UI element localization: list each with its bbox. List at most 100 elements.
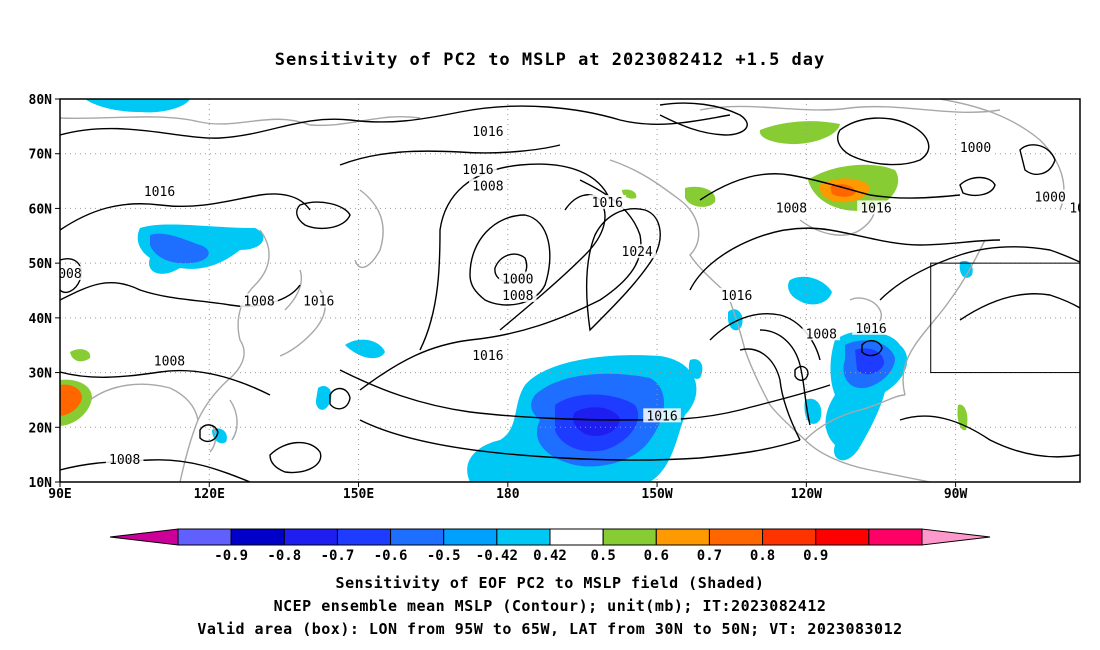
contour-taiwan-low: [199, 424, 219, 443]
colorbar-segment: [868, 528, 923, 546]
contour-label-bg: [717, 287, 756, 302]
lat-tick-label: 20N: [29, 421, 53, 436]
contour-canada-1000: [837, 117, 930, 166]
contour-label: 1016: [860, 201, 891, 216]
contour-north-1008: [339, 144, 561, 166]
coast-china-south: [89, 383, 199, 421]
coast-korea-japan: [279, 269, 326, 357]
latitude-labels: 80N 70N 60N 50N 40N 30N 20N 10N: [29, 93, 53, 491]
caption-shading: Sensitivity of EOF PC2 to MSLP field (Sh…: [335, 574, 765, 592]
colorbar-segment: [283, 528, 338, 546]
colorbar-segment: [390, 528, 445, 546]
coast-central-america: [804, 439, 931, 482]
shade-east-pacific-small: [688, 359, 703, 379]
contour-label-bg: [772, 200, 811, 215]
contour-label: 008: [58, 267, 81, 282]
lon-tick-label: 90W: [944, 487, 968, 502]
contour-label-bg: [498, 287, 537, 302]
contour-na-1016b: [759, 329, 811, 426]
lon-tick-label: 120E: [194, 487, 225, 502]
shade-central-pacific-deep: [573, 407, 620, 437]
colorbar-label: -0.7: [321, 548, 355, 564]
contour-label-bg: [852, 320, 890, 335]
contour-label-bg: [469, 178, 507, 193]
contour-label-bg: [498, 271, 537, 286]
contour-label: 1024: [622, 245, 653, 260]
contour-label: 1016: [592, 196, 623, 211]
lon-tick-label: 150E: [343, 487, 374, 502]
colorbar-label: 0.7: [697, 548, 722, 564]
colorbar: [109, 528, 991, 546]
lat-tick-label: 80N: [29, 93, 53, 108]
coast-na-north: [699, 105, 1001, 113]
contour-north-1016: [60, 105, 731, 139]
colorbar-label: -0.8: [267, 548, 301, 564]
contour-label: 1016: [144, 185, 175, 200]
coast-na-west: [727, 294, 806, 441]
lat-tick-label: 40N: [29, 312, 53, 327]
shade-hudson-deep: [830, 184, 856, 197]
axis-ticks: [55, 98, 957, 487]
contour-label-bg: [857, 200, 895, 215]
shade-kuril: [345, 339, 385, 359]
colorbar-label: 0.42: [533, 548, 567, 564]
contour-label-bg: [150, 353, 189, 368]
contour-asia-1008b: [60, 369, 271, 396]
contour-label-bg: [802, 326, 841, 341]
colorbar-segment: [443, 528, 498, 546]
contour-gulf-low: [861, 340, 883, 357]
valid-area-box: [930, 262, 1081, 374]
colorbar-label: 0.9: [803, 548, 828, 564]
contour-label-bg: [469, 123, 507, 138]
coast-alaska: [609, 159, 729, 296]
contour-label-bg: [1086, 293, 1100, 307]
colorbar-segment: [655, 528, 710, 546]
coast-asia-east: [179, 229, 270, 482]
contour-label: 1000: [960, 141, 991, 156]
shade-bay-bengal: [70, 349, 91, 362]
contour-1024: [586, 208, 661, 332]
colorbar-label: -0.6: [374, 548, 408, 564]
shade-great-plains: [788, 276, 832, 305]
contour-label-bg: [240, 293, 278, 308]
contour-label: 1008: [472, 180, 503, 195]
colorbar-segment: [602, 528, 657, 546]
contour-north-atlantic: [879, 246, 1080, 301]
shade-india-west-core: [60, 384, 82, 416]
contour-asia-1008c: [60, 459, 251, 482]
contour-label-bg: [588, 194, 627, 209]
gridlines: [60, 99, 1080, 482]
colorbar-segment: [549, 528, 604, 546]
colorbar-segment: [496, 528, 551, 546]
contour-label-bg: [618, 244, 656, 259]
contour-label-bg: [1066, 200, 1080, 215]
contour-na-1008b: [739, 348, 801, 441]
lat-tick-label: 50N: [29, 257, 53, 272]
contour-label-bg: [140, 184, 179, 199]
contour-label: 1000: [502, 273, 533, 288]
contour-label: 1016: [646, 409, 677, 424]
contour-label-bg: [105, 452, 144, 467]
colorbar-segment: [230, 528, 285, 546]
contour-label: 1016: [462, 163, 493, 178]
colorbar-label: 0.5: [590, 548, 615, 564]
lat-tick-label: 70N: [29, 148, 53, 163]
colorbar-label: -0.42: [476, 548, 518, 564]
caption-contour: NCEP ensemble mean MSLP (Contour); unit(…: [273, 597, 827, 615]
colorbar-high-triangle: [921, 528, 991, 546]
contour-label-bg: [299, 293, 338, 308]
contour-na-1016: [689, 227, 1001, 291]
lon-tick-label: 120W: [791, 487, 822, 502]
contour-atlantic-1016: [959, 293, 1080, 321]
shade-pacific-nw: [728, 309, 743, 331]
contour-pacific-high-inner: [499, 194, 606, 331]
contour-label: 1008: [776, 201, 807, 216]
lon-tick-label: 180: [496, 487, 520, 502]
contour-greenland-lows: [959, 144, 1056, 197]
mslp-contours: [60, 102, 1080, 482]
lon-tick-label: 90E: [48, 487, 71, 502]
sensitivity-shading: [60, 99, 973, 482]
colorbar-label: -0.5: [427, 548, 461, 564]
